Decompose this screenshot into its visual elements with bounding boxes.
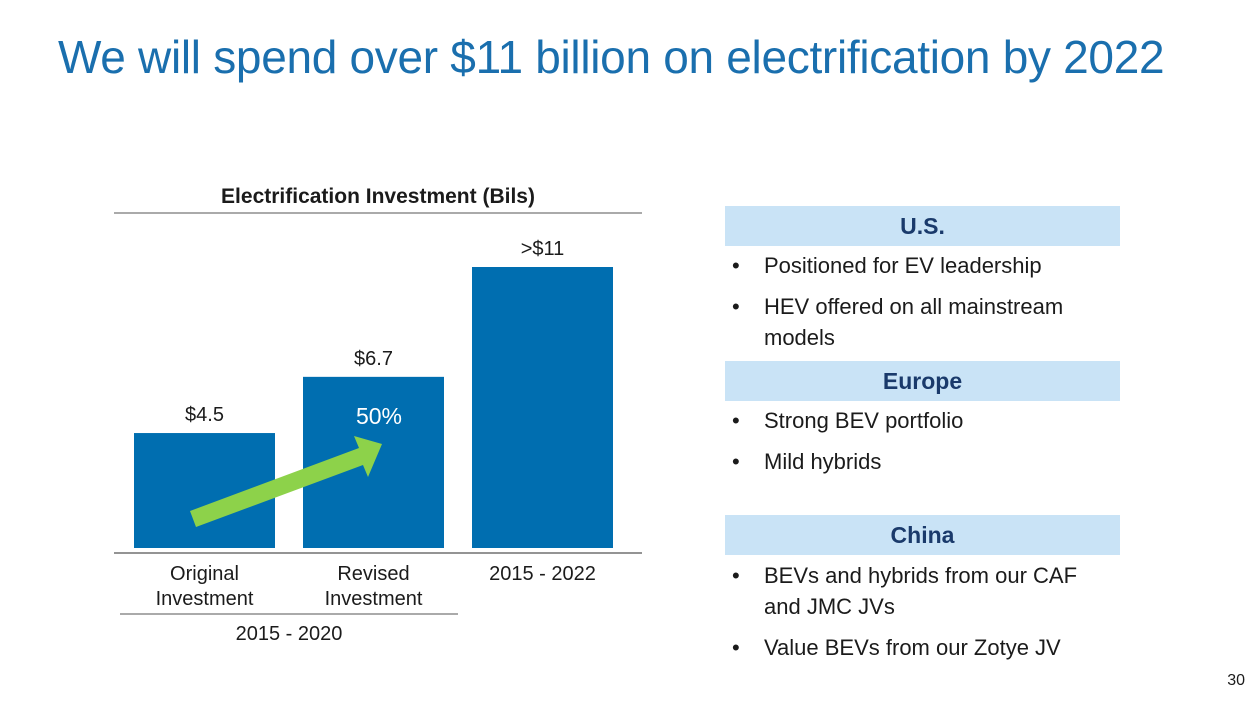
region-header-us: U.S.: [725, 206, 1120, 246]
bullet-item: • Positioned for EV leadership: [732, 250, 1112, 281]
category-label: Investment: [156, 588, 254, 610]
bullet-text: Mild hybrids: [764, 449, 882, 474]
chart-title: Electrification Investment (Bils): [221, 185, 535, 208]
bullet-item: • Strong BEV portfolio: [732, 405, 1112, 436]
bullet-item: • BEVs and hybrids from our CAF and JMC J…: [732, 560, 1112, 622]
growth-percent-label: 50%: [356, 403, 402, 429]
bullet-text: Strong BEV portfolio: [764, 408, 964, 433]
bullet-text: Value BEVs from our Zotye JV: [764, 635, 1061, 660]
bullet-icon: •: [732, 449, 740, 474]
bullet-text: BEVs and hybrids from our CAF and JMC JV…: [764, 563, 1078, 619]
growth-arrow-icon: [190, 436, 382, 527]
bar-3: [472, 267, 613, 548]
bar-value-label: $6.7: [354, 348, 393, 370]
bullet-text: HEV offered on all mainstream models: [764, 294, 1064, 350]
bar-value-label: >$11: [521, 238, 565, 260]
bullet-item: • Value BEVs from our Zotye JV: [732, 632, 1112, 663]
bullet-icon: •: [732, 635, 740, 660]
bullet-icon: •: [732, 294, 740, 319]
region-bullets-china: • BEVs and hybrids from our CAF and JMC J…: [732, 560, 1112, 673]
bullet-icon: •: [732, 408, 740, 433]
bullet-item: • Mild hybrids: [732, 446, 1112, 477]
bullet-icon: •: [732, 563, 740, 588]
region-bullets-europe: • Strong BEV portfolio • Mild hybrids: [732, 405, 1112, 487]
region-header-china: China: [725, 515, 1120, 555]
category-label: 2015 - 2022: [489, 563, 596, 585]
category-label: Investment: [325, 588, 423, 610]
category-label: Revised: [337, 563, 409, 585]
slide-title: We will spend over $11 billion on electr…: [58, 31, 1165, 83]
bullet-text: Positioned for EV leadership: [764, 253, 1042, 278]
investment-bar-chart: Electrification Investment (Bils) $4.5 Or…: [114, 185, 642, 645]
group-label: 2015 - 2020: [236, 623, 343, 645]
bullet-item: • HEV offered on all mainstream models: [732, 291, 1112, 353]
bar-value-label: $4.5: [185, 404, 224, 426]
region-bullets-us: • Positioned for EV leadership • HEV offer…: [732, 250, 1112, 363]
page-number: 30: [1227, 672, 1245, 689]
bullet-icon: •: [732, 253, 740, 278]
region-header-europe: Europe: [725, 361, 1120, 401]
category-label: Original: [170, 563, 239, 585]
